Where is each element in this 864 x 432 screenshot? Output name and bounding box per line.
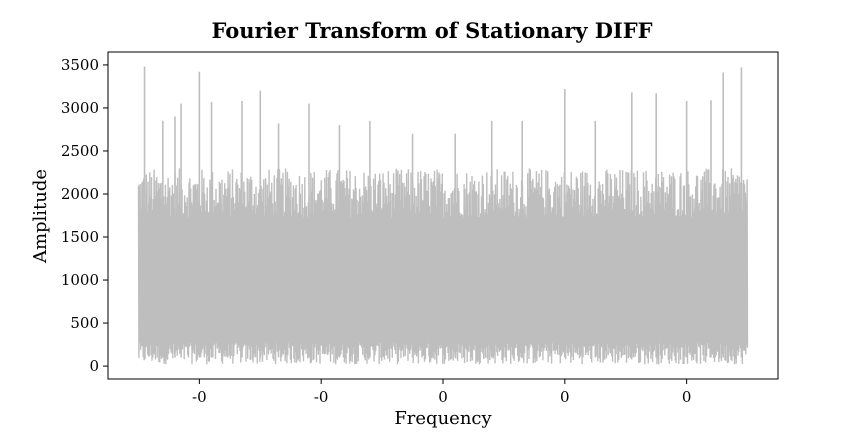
y-axis: 0 500 1000 1500 2000 2500 3000 3500 [61, 56, 108, 375]
x-tick-label: 0 [682, 388, 692, 406]
y-tick-label: 1000 [61, 271, 99, 289]
y-tick-label: 0 [89, 357, 99, 375]
series-line [137, 168, 749, 365]
y-tick-label: 3500 [61, 56, 99, 74]
series-layer [137, 66, 749, 365]
y-tick-label: 2500 [61, 142, 99, 160]
y-tick-label: 3000 [61, 99, 99, 117]
chart-title: Fourier Transform of Stationary DIFF [211, 18, 652, 43]
x-axis: -0 -0 0 0 0 [192, 379, 691, 406]
x-axis-label: Frequency [394, 408, 492, 429]
x-tick-label: 0 [438, 388, 448, 406]
x-tick-label: 0 [560, 388, 570, 406]
y-tick-label: 500 [70, 314, 99, 332]
x-tick-label: -0 [192, 388, 207, 406]
y-tick-label: 2000 [61, 185, 99, 203]
x-tick-label: -0 [314, 388, 329, 406]
y-axis-label: Amplitude [30, 169, 51, 264]
y-tick-label: 1500 [61, 228, 99, 246]
